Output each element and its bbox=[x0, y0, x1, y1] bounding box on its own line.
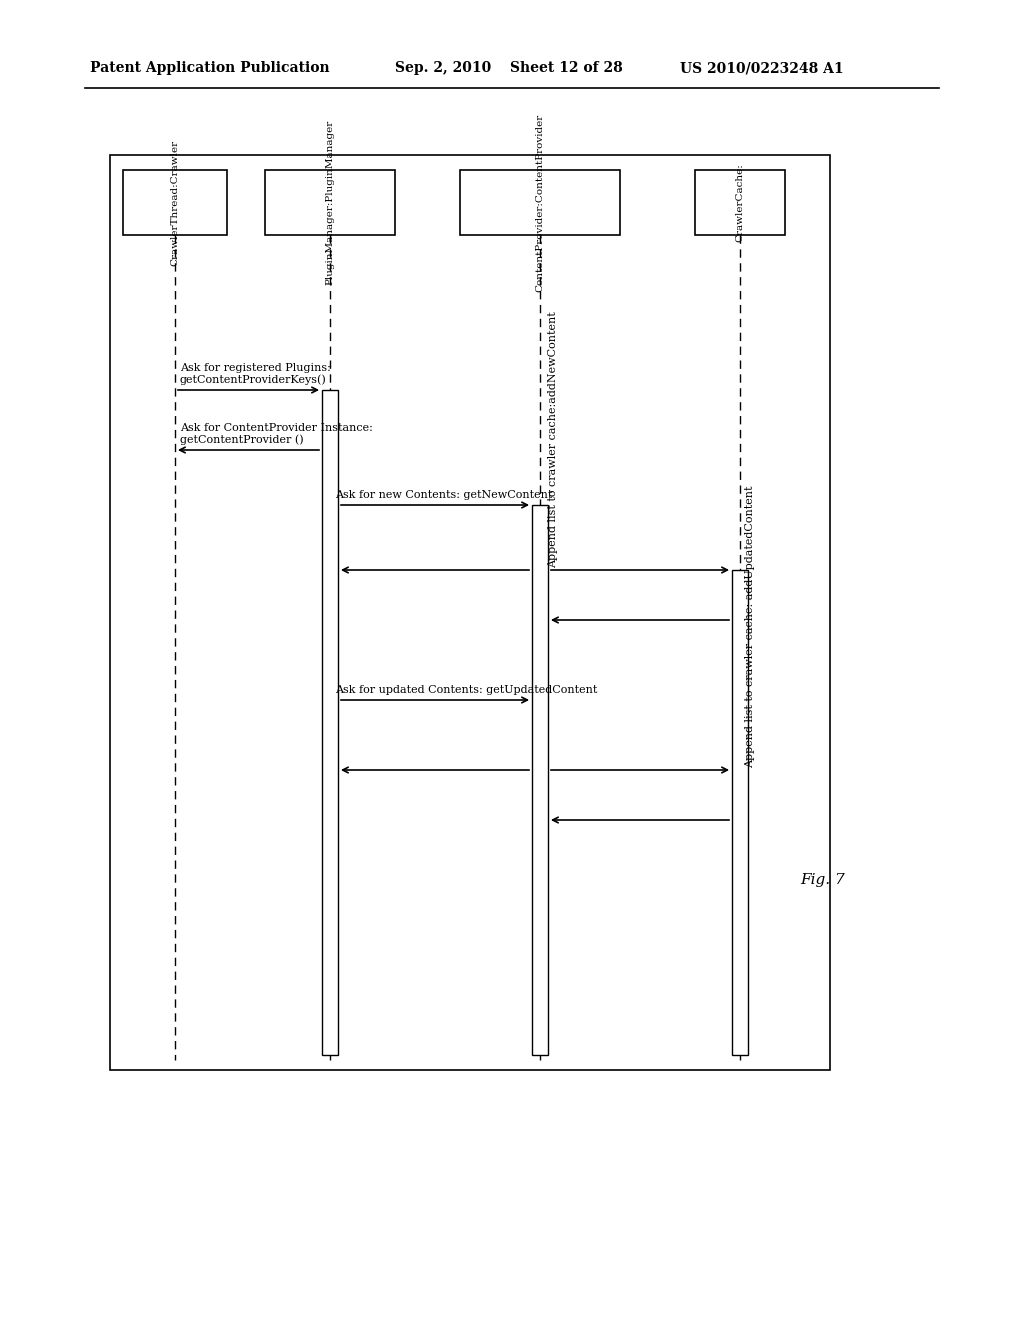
Text: ContentProvider:ContentProvider: ContentProvider:ContentProvider bbox=[536, 114, 545, 292]
Text: Append list to crawler cache:addNewContent: Append list to crawler cache:addNewConte… bbox=[548, 312, 558, 568]
Text: CrawlerThread:Crawler: CrawlerThread:Crawler bbox=[171, 140, 179, 265]
Text: US 2010/0223248 A1: US 2010/0223248 A1 bbox=[680, 61, 844, 75]
Bar bbox=[695, 170, 785, 235]
Text: PluginManager:PluginManager: PluginManager:PluginManager bbox=[326, 120, 335, 285]
Text: Sep. 2, 2010: Sep. 2, 2010 bbox=[395, 61, 492, 75]
Text: Ask for registered Plugins:
getContentProviderKeys(): Ask for registered Plugins: getContentPr… bbox=[180, 363, 331, 385]
Text: Fig. 7: Fig. 7 bbox=[800, 873, 845, 887]
Bar bbox=[532, 506, 548, 1055]
Text: Sheet 12 of 28: Sheet 12 of 28 bbox=[510, 61, 623, 75]
Bar bbox=[110, 154, 830, 1071]
Text: Ask for new Contents: getNewContent: Ask for new Contents: getNewContent bbox=[335, 490, 552, 500]
Text: Ask for ContentProvider Instance:
getContentProvider (): Ask for ContentProvider Instance: getCon… bbox=[180, 422, 373, 445]
Text: Append list to crawler cache: addUpdatedContent: Append list to crawler cache: addUpdated… bbox=[745, 486, 755, 768]
Bar bbox=[460, 170, 620, 235]
Bar bbox=[123, 170, 227, 235]
Bar bbox=[322, 389, 338, 1055]
Bar bbox=[265, 170, 395, 235]
Bar bbox=[732, 570, 748, 1055]
Text: Ask for updated Contents: getUpdatedContent: Ask for updated Contents: getUpdatedCont… bbox=[335, 685, 597, 696]
Text: CrawlerCache:: CrawlerCache: bbox=[735, 164, 744, 242]
Text: Patent Application Publication: Patent Application Publication bbox=[90, 61, 330, 75]
